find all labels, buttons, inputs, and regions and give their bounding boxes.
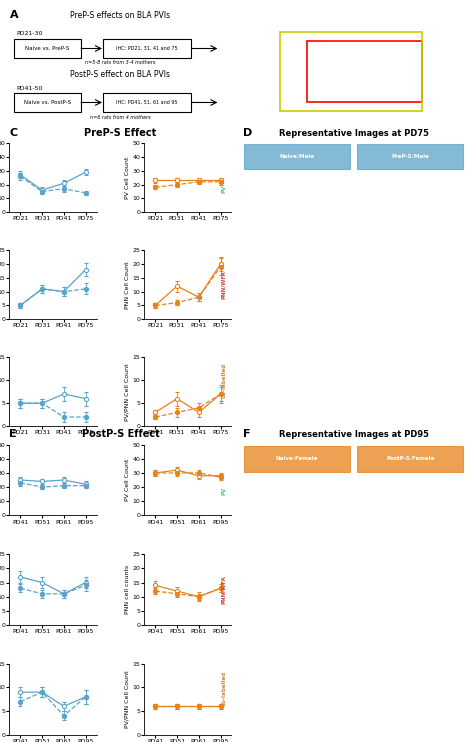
- FancyBboxPatch shape: [244, 445, 350, 472]
- Text: PreP-S:Male: PreP-S:Male: [392, 154, 429, 160]
- Text: Naive:Female: Naive:Female: [275, 456, 318, 461]
- Text: Representative Images at PD95: Representative Images at PD95: [279, 430, 428, 439]
- Text: PV: PV: [221, 487, 226, 495]
- Text: IHC: PD41, 51, 61 and 95: IHC: PD41, 51, 61 and 95: [116, 100, 178, 105]
- FancyBboxPatch shape: [103, 39, 191, 58]
- Text: Naive:Male: Naive:Male: [279, 154, 314, 160]
- Text: n=6 rats from 4 mothers: n=6 rats from 4 mothers: [90, 116, 151, 120]
- Text: IHC: PD21, 31, 41 and 75: IHC: PD21, 31, 41 and 75: [116, 46, 178, 51]
- Text: Representative Images at PD75: Representative Images at PD75: [279, 128, 428, 137]
- Text: PreP-S effects on BLA PVIs: PreP-S effects on BLA PVIs: [71, 11, 171, 20]
- Text: C: C: [9, 128, 18, 137]
- Legend: Naive, PreP-S: Naive, PreP-S: [167, 446, 209, 464]
- Text: A: A: [9, 10, 18, 20]
- Text: E: E: [9, 429, 17, 439]
- Legend: Naive, PreP-S: Naive, PreP-S: [32, 446, 74, 464]
- FancyBboxPatch shape: [244, 144, 350, 169]
- Y-axis label: PNN cell counts: PNN cell counts: [125, 565, 129, 614]
- FancyBboxPatch shape: [103, 93, 191, 112]
- FancyBboxPatch shape: [357, 445, 464, 472]
- Text: PD41-50: PD41-50: [16, 86, 43, 91]
- Text: F: F: [243, 429, 250, 439]
- Text: PostP-S:Female: PostP-S:Female: [386, 456, 435, 461]
- Text: D: D: [243, 128, 252, 137]
- Text: PNN/WFA: PNN/WFA: [221, 270, 226, 299]
- Text: PreP-S Effect: PreP-S Effect: [84, 128, 156, 137]
- Text: PostP-S effect on BLA PVIs: PostP-S effect on BLA PVIs: [71, 70, 171, 79]
- Y-axis label: PV Cell Count: PV Cell Count: [125, 157, 129, 199]
- Text: PostP-S Effect: PostP-S Effect: [82, 429, 159, 439]
- Text: PD21-30: PD21-30: [16, 31, 43, 36]
- Y-axis label: PV/PNN Cell Count: PV/PNN Cell Count: [125, 363, 130, 421]
- FancyBboxPatch shape: [14, 93, 81, 112]
- Y-axis label: PV/PNN Cell Count: PV/PNN Cell Count: [125, 671, 130, 728]
- Text: Naive vs. PostP-S: Naive vs. PostP-S: [24, 100, 71, 105]
- Text: Naive vs. PreP-S: Naive vs. PreP-S: [25, 46, 69, 51]
- Text: Co-labelled: Co-labelled: [221, 671, 226, 706]
- FancyBboxPatch shape: [14, 39, 81, 58]
- Text: n=5-8 rats from 3-4 mothers: n=5-8 rats from 3-4 mothers: [85, 60, 155, 65]
- Text: Co-labelled: Co-labelled: [221, 364, 226, 398]
- Text: B: B: [247, 10, 255, 20]
- FancyBboxPatch shape: [357, 144, 464, 169]
- Y-axis label: PV Cell Count: PV Cell Count: [125, 459, 129, 501]
- Text: PNN/WFA: PNN/WFA: [221, 575, 226, 604]
- Y-axis label: PNN Cell Count: PNN Cell Count: [125, 261, 129, 309]
- Text: PV: PV: [221, 185, 226, 193]
